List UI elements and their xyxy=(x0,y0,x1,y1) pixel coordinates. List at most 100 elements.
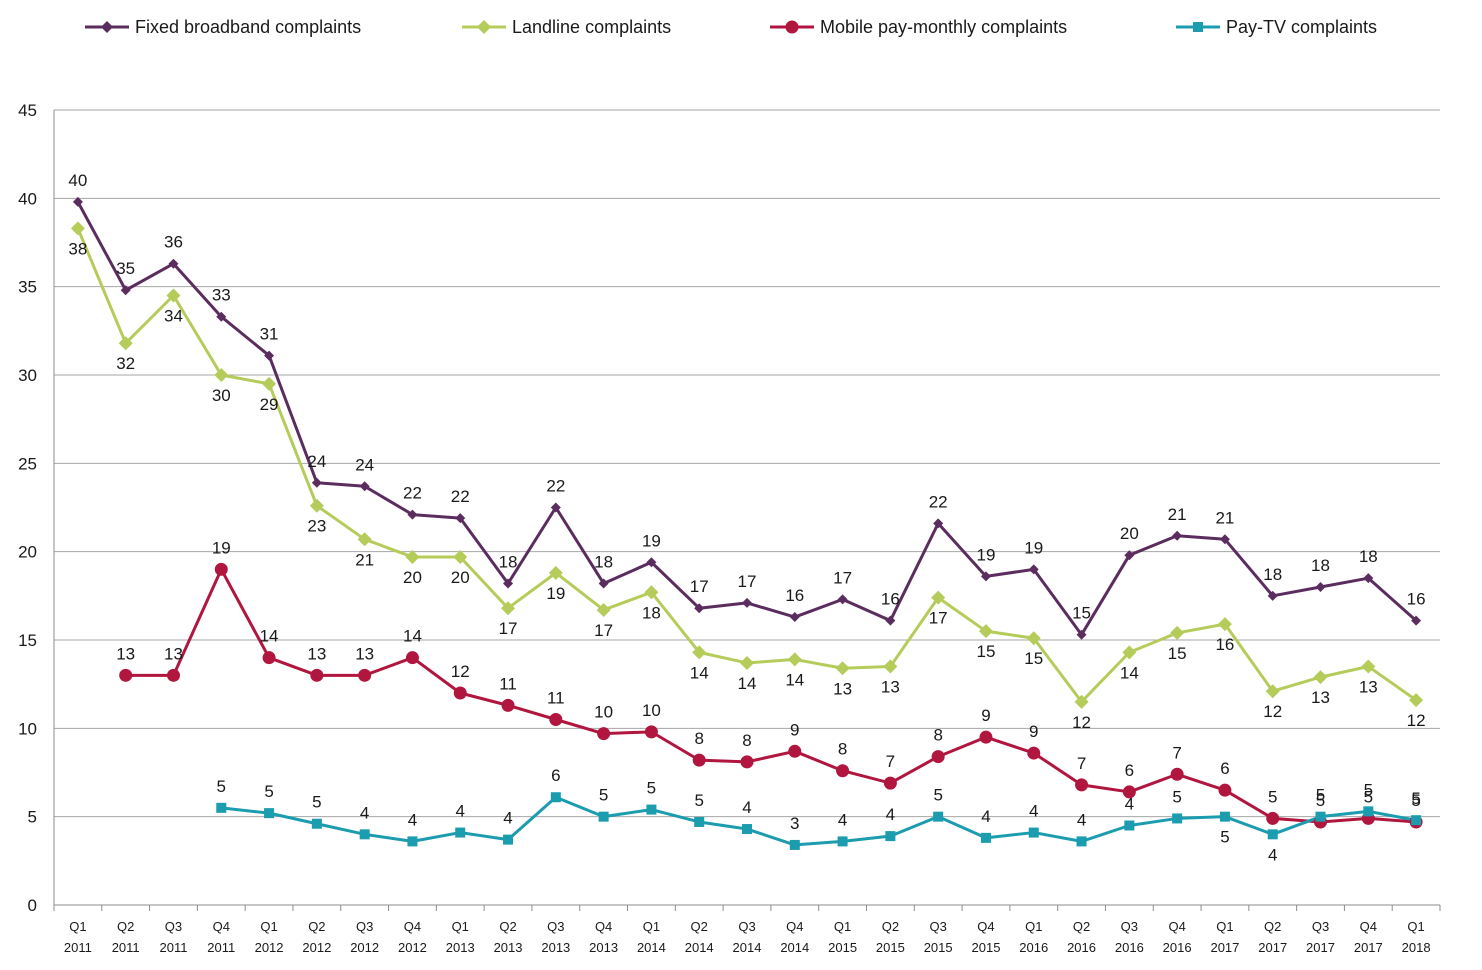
data-point-square xyxy=(1076,836,1087,847)
data-point-circle xyxy=(119,668,133,682)
data-label: 10 xyxy=(642,701,661,720)
x-tick-label-year: 2011 xyxy=(159,940,187,955)
data-label: 4 xyxy=(1125,795,1134,814)
y-tick-label: 5 xyxy=(28,808,37,827)
data-label: 8 xyxy=(838,740,847,759)
data-point-square xyxy=(885,831,896,842)
data-point-diamond xyxy=(740,655,754,670)
x-tick-label-quarter: Q2 xyxy=(882,919,899,934)
x-tick-label-year: 2011 xyxy=(207,940,235,955)
x-tick-label-year: 2016 xyxy=(1163,940,1192,955)
data-point-square xyxy=(503,834,514,845)
data-point-diamond xyxy=(883,659,898,674)
data-point-square xyxy=(1315,811,1326,822)
data-point-square xyxy=(1028,827,1039,838)
data-label: 6 xyxy=(1220,759,1229,778)
x-tick-label-year: 2011 xyxy=(112,940,140,955)
data-label: 29 xyxy=(260,395,279,414)
data-label: 5 xyxy=(1172,787,1181,806)
x-tick-label-quarter: Q1 xyxy=(69,919,86,934)
data-point-square xyxy=(455,827,466,838)
data-label: 15 xyxy=(1168,644,1187,663)
data-point-diamond xyxy=(646,557,657,568)
data-label: 21 xyxy=(355,550,374,569)
data-label: 14 xyxy=(403,627,422,646)
x-tick-label-quarter: Q1 xyxy=(643,919,660,934)
data-point-diamond xyxy=(742,597,752,608)
data-point-diamond xyxy=(789,612,800,623)
data-label: 5 xyxy=(1411,789,1420,808)
data-point-diamond xyxy=(885,615,896,626)
data-point-diamond xyxy=(1122,645,1137,660)
x-tick-label-year: 2013 xyxy=(589,940,618,955)
data-label: 18 xyxy=(1311,556,1330,575)
data-label: 14 xyxy=(738,674,757,693)
data-point-diamond xyxy=(216,311,227,322)
data-point-circle xyxy=(692,753,706,767)
data-point-square xyxy=(1219,811,1230,822)
data-label: 9 xyxy=(981,706,990,725)
data-label: 22 xyxy=(929,492,948,511)
data-point-diamond xyxy=(120,285,131,296)
data-point-diamond xyxy=(978,624,993,639)
data-point-diamond xyxy=(1265,684,1280,699)
data-point-diamond xyxy=(166,288,181,303)
data-label: 16 xyxy=(1407,590,1426,609)
data-label: 4 xyxy=(456,802,465,821)
data-point-diamond xyxy=(1363,573,1374,584)
x-tick-label-quarter: Q3 xyxy=(930,919,947,934)
data-label: 13 xyxy=(307,644,326,663)
data-point-circle xyxy=(549,713,563,726)
data-label: 3 xyxy=(790,814,799,833)
x-tick-label-year: 2012 xyxy=(398,940,427,955)
legend-item-landline: Landline complaints xyxy=(462,14,671,40)
data-point-diamond xyxy=(1028,564,1039,575)
y-tick-label: 15 xyxy=(18,631,37,650)
data-label: 19 xyxy=(642,531,661,550)
data-label: 8 xyxy=(694,729,703,748)
data-label: 18 xyxy=(1359,547,1378,566)
x-tick-label-year: 2017 xyxy=(1354,940,1383,955)
x-tick-label-year: 2016 xyxy=(1019,940,1048,955)
x-tick-label-year: 2015 xyxy=(828,940,857,955)
data-label: 17 xyxy=(929,609,948,628)
data-point-diamond xyxy=(787,652,802,667)
data-label: 21 xyxy=(1168,505,1187,524)
data-point-square xyxy=(980,832,991,843)
data-point-diamond xyxy=(694,603,705,614)
data-point-diamond xyxy=(550,502,561,513)
x-tick-label-quarter: Q4 xyxy=(1168,919,1185,934)
data-point-diamond xyxy=(118,336,133,351)
data-label: 16 xyxy=(1215,635,1234,654)
data-point-diamond xyxy=(72,196,83,207)
legend-swatch-circle-icon xyxy=(770,20,814,34)
data-label: 11 xyxy=(499,674,517,693)
legend-label: Fixed broadband complaints xyxy=(135,16,362,37)
x-tick-label-quarter: Q4 xyxy=(404,919,421,934)
data-point-diamond xyxy=(1026,631,1041,646)
data-point-square xyxy=(598,811,609,822)
data-point-diamond xyxy=(1172,530,1183,541)
data-point-diamond xyxy=(596,602,611,617)
data-point-diamond xyxy=(70,221,85,236)
x-tick-label-year: 2015 xyxy=(876,940,905,955)
series-markers xyxy=(70,196,1424,850)
data-label: 15 xyxy=(977,642,996,661)
data-label: 24 xyxy=(307,452,326,471)
data-point-diamond xyxy=(931,590,946,605)
x-tick-label-quarter: Q2 xyxy=(1264,919,1281,934)
data-label: 4 xyxy=(981,807,990,826)
x-tick-label-quarter: Q4 xyxy=(786,919,803,934)
data-label: 4 xyxy=(1077,810,1086,829)
x-tick-label-year: 2015 xyxy=(924,940,953,955)
series-line xyxy=(76,201,1418,637)
x-tick-label-quarter: Q3 xyxy=(1121,919,1138,934)
data-point-circle xyxy=(262,651,276,665)
data-point-diamond xyxy=(1315,582,1326,592)
y-tick-label: 45 xyxy=(18,101,37,120)
x-tick-label-year: 2012 xyxy=(350,940,379,955)
data-label: 16 xyxy=(881,590,900,609)
data-label: 13 xyxy=(164,644,183,663)
data-point-circle xyxy=(979,730,993,744)
x-tick-label-year: 2017 xyxy=(1210,940,1239,955)
